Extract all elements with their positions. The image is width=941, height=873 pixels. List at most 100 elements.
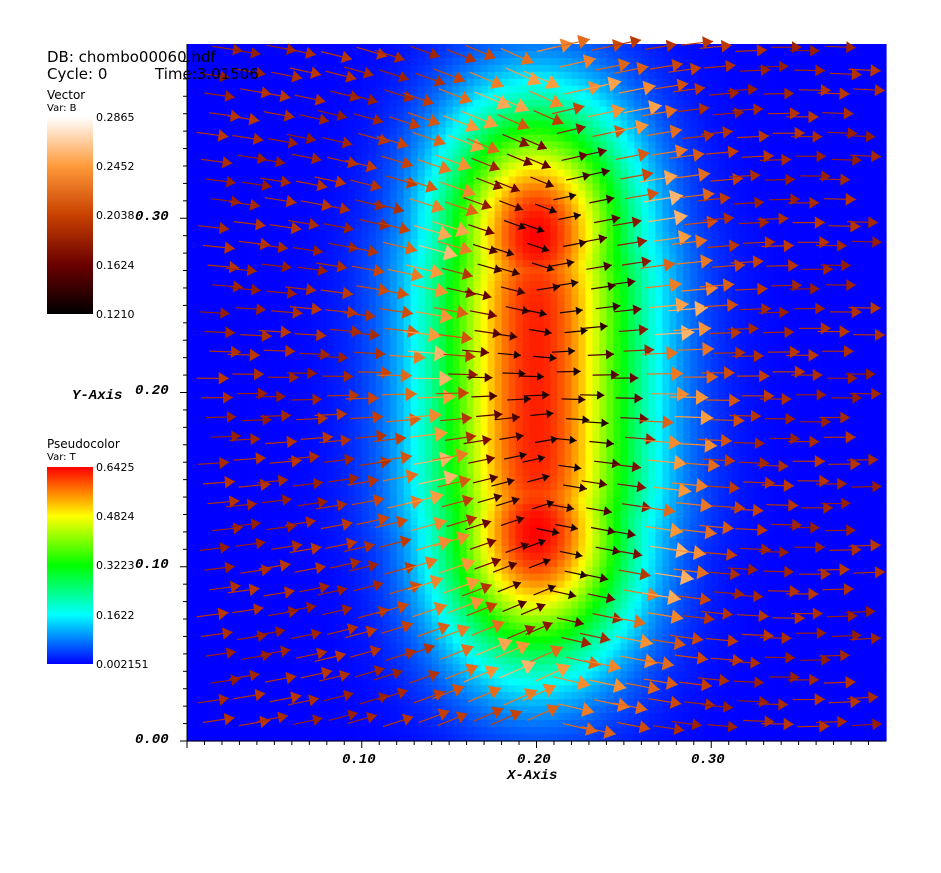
heatmap-cell xyxy=(550,211,559,219)
heatmap-cell xyxy=(676,357,684,366)
heatmap-cell xyxy=(382,190,391,198)
heatmap-cell xyxy=(795,148,803,157)
heatmap-cell xyxy=(585,183,594,191)
heatmap-cell xyxy=(319,301,328,310)
heatmap-cell xyxy=(732,141,740,150)
heatmap-cell xyxy=(193,274,202,282)
heatmap-cell xyxy=(865,50,873,59)
heatmap-cell xyxy=(858,162,866,171)
heatmap-cell xyxy=(319,92,328,101)
heatmap-cell xyxy=(704,385,712,394)
heatmap-cell xyxy=(187,134,195,143)
heatmap-cell xyxy=(326,336,335,345)
heatmap-cell xyxy=(298,120,307,129)
heatmap-cell xyxy=(683,141,691,150)
heatmap-cell xyxy=(578,78,587,87)
heatmap-cell xyxy=(655,120,663,129)
heatmap-cell xyxy=(340,127,349,136)
heatmap-cell xyxy=(494,357,503,366)
heatmap-cell xyxy=(725,92,733,101)
heatmap-cell xyxy=(431,357,440,366)
heatmap-cell xyxy=(508,315,517,324)
heatmap-cell xyxy=(249,78,258,87)
heatmap-cell xyxy=(424,64,433,73)
heatmap-cell xyxy=(620,64,628,73)
heatmap-cell xyxy=(578,183,587,191)
heatmap-cell xyxy=(187,301,195,310)
heatmap-cell xyxy=(676,190,684,198)
heatmap-cell xyxy=(305,267,314,275)
heatmap-cell xyxy=(585,280,594,289)
heatmap-cell xyxy=(802,71,810,80)
heatmap-cell xyxy=(410,183,419,191)
heatmap-cell xyxy=(543,134,552,143)
heatmap-cell xyxy=(641,106,649,115)
heatmap-cell xyxy=(683,113,691,122)
heatmap-cell xyxy=(368,343,377,352)
heatmap-cell xyxy=(767,350,775,359)
heatmap-cell xyxy=(718,371,726,380)
heatmap-cell xyxy=(319,99,328,108)
heatmap-cell xyxy=(697,120,705,129)
heatmap-cell xyxy=(459,364,468,373)
heatmap-cell xyxy=(501,287,510,296)
heatmap-cell xyxy=(676,253,684,261)
heatmap-cell xyxy=(620,322,628,331)
heatmap-cell xyxy=(501,336,510,345)
heatmap-cell xyxy=(809,239,817,247)
heatmap-cell xyxy=(536,64,545,73)
heatmap-cell xyxy=(599,357,607,366)
heatmap-cell xyxy=(263,99,272,108)
heatmap-cell xyxy=(795,99,803,108)
heatmap-cell xyxy=(795,71,803,80)
heatmap-cell xyxy=(305,385,314,394)
heatmap-cell xyxy=(501,64,510,73)
heatmap-cell xyxy=(536,239,545,247)
heatmap-cell xyxy=(221,218,230,226)
heatmap-cell xyxy=(648,232,656,240)
heatmap-cell xyxy=(655,127,663,136)
heatmap-cell xyxy=(788,378,796,387)
heatmap-cell xyxy=(599,120,607,129)
heatmap-cell xyxy=(704,50,712,59)
heatmap-cell xyxy=(375,78,384,87)
heatmap-cell xyxy=(445,57,454,66)
heatmap-cell xyxy=(578,92,587,101)
heatmap-cell xyxy=(263,218,272,226)
heatmap-cell xyxy=(564,378,573,387)
heatmap-cell xyxy=(466,322,475,331)
heatmap-cell xyxy=(228,322,237,331)
heatmap-cell xyxy=(809,294,817,303)
heatmap-cell xyxy=(487,169,496,178)
heatmap-cell xyxy=(830,197,838,205)
heatmap-cell xyxy=(207,385,216,394)
heatmap-cell xyxy=(249,274,258,282)
heatmap-cell xyxy=(795,162,803,171)
heatmap-cell xyxy=(725,308,733,317)
heatmap-cell xyxy=(718,246,726,254)
heatmap-cell xyxy=(732,336,740,345)
heatmap-cell xyxy=(746,44,754,52)
heatmap-cell xyxy=(410,106,419,115)
heatmap-cell xyxy=(655,176,663,184)
heatmap-cell xyxy=(221,183,230,191)
heatmap-cell xyxy=(473,357,482,366)
heatmap-cell xyxy=(207,315,216,324)
heatmap-cell xyxy=(249,127,258,136)
heatmap-cell xyxy=(347,364,356,373)
heatmap-cell xyxy=(368,127,377,136)
heatmap-cell xyxy=(368,280,377,289)
heatmap-cell xyxy=(452,385,461,394)
heatmap-cell xyxy=(718,260,726,268)
heatmap-cell xyxy=(592,336,601,345)
heatmap-cell xyxy=(298,322,307,331)
heatmap-cell xyxy=(438,64,447,73)
heatmap-cell xyxy=(648,364,656,373)
heatmap-cell xyxy=(480,190,489,198)
heatmap-cell xyxy=(641,113,649,122)
heatmap-cell xyxy=(739,169,747,178)
heatmap-cell xyxy=(557,301,566,310)
heatmap-cell xyxy=(816,162,824,171)
heatmap-cell xyxy=(438,134,447,143)
heatmap-cell xyxy=(578,378,587,387)
